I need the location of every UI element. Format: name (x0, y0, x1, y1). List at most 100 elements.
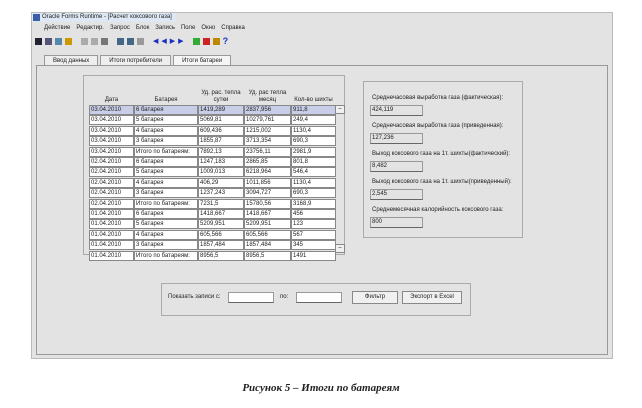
cell-heat-day[interactable]: 1855,87 (198, 136, 244, 147)
cell-date[interactable]: 01.04.2010 (89, 250, 134, 261)
query-icon[interactable] (117, 37, 124, 45)
print-preview-icon[interactable] (55, 37, 62, 45)
cell-charge[interactable]: 249,4 (291, 115, 336, 126)
tab-battery-totals[interactable]: Итоги батареи (173, 55, 232, 66)
menu-record[interactable]: Запись (155, 25, 175, 31)
cell-heat-month[interactable]: 2865,85 (244, 157, 291, 167)
cell-heat-day[interactable]: 1857,484 (198, 240, 244, 251)
cell-date[interactable]: 01.04.2010 (89, 219, 134, 230)
cell-battery[interactable]: Итого по батареям: (134, 250, 198, 261)
tab-consumer-totals[interactable]: Итоги потребители (100, 55, 172, 66)
from-date-input[interactable] (228, 292, 274, 303)
cell-heat-day[interactable]: 5209,951 (198, 219, 244, 230)
cell-heat-month[interactable]: 10279,761 (244, 115, 291, 126)
cell-charge[interactable]: 546,4 (291, 167, 336, 178)
paste-icon[interactable] (101, 37, 108, 45)
cell-charge[interactable]: 801,8 (291, 157, 336, 167)
scroll-up-button[interactable]: – (335, 105, 345, 114)
cell-date[interactable]: 01.04.2010 (89, 229, 134, 240)
cell-date[interactable]: 01.04.2010 (89, 209, 134, 219)
cell-heat-day[interactable]: 1418,667 (198, 209, 244, 219)
table-row[interactable]: 02.04.2010 4 батарея 406,29 1011,856 1130,4 (89, 177, 336, 188)
menu-field[interactable]: Поле (180, 25, 196, 31)
table-row[interactable]: 02.04.2010 6 батарея 1247,183 2865,85 801,8 (89, 157, 336, 167)
cell-heat-day[interactable]: 1419,289 (198, 105, 244, 115)
scroll-down-button[interactable]: – (335, 244, 345, 253)
exit-icon[interactable] (65, 37, 72, 45)
save-icon[interactable] (35, 37, 42, 45)
table-row[interactable]: 03.04.2010 3 батарея 1855,87 3713,354 690,3 (89, 136, 336, 147)
execute-query-icon[interactable] (127, 37, 134, 45)
table-row[interactable]: 02.04.2010 5 батарея 1009,013 6218,964 546,4 (89, 167, 336, 178)
table-row[interactable]: 02.04.2010 Итого по батареям: 7231,5 15780,… (89, 198, 336, 209)
next-record-icon[interactable]: ▶ (169, 38, 176, 45)
cell-date[interactable]: 02.04.2010 (89, 177, 134, 188)
cell-heat-month[interactable]: 6218,964 (244, 167, 291, 178)
previous-record-icon[interactable]: ◀ (161, 38, 167, 45)
menu-block[interactable]: Блок (135, 25, 150, 31)
cell-charge[interactable]: 690,3 (291, 188, 336, 199)
cell-heat-day[interactable]: 7231,5 (198, 198, 244, 209)
cell-date[interactable]: 03.04.2010 (89, 146, 134, 157)
cell-heat-day[interactable]: 1237,243 (198, 188, 244, 199)
tab-data-entry[interactable]: Ввод данных (44, 55, 99, 66)
table-row[interactable]: 01.04.2010 5 батарея 5209,951 5209,951 123 (89, 219, 336, 230)
cell-heat-day[interactable]: 5069,81 (198, 115, 244, 126)
menu-edit[interactable]: Редактир. (76, 25, 104, 31)
cell-heat-month[interactable]: 3713,354 (244, 136, 291, 147)
cell-battery[interactable]: 6 батарея (134, 157, 198, 167)
cancel-query-icon[interactable] (137, 37, 144, 45)
cell-heat-day[interactable]: 1009,013 (198, 167, 244, 178)
cell-heat-month[interactable]: 1418,667 (244, 209, 291, 219)
table-row[interactable]: 03.04.2010 4 батарея 609,436 1215,002 1130,4 (89, 125, 336, 136)
cell-charge[interactable]: 1130,4 (291, 177, 336, 188)
cell-battery[interactable]: 5 батарея (134, 115, 198, 126)
cell-heat-month[interactable]: 1215,002 (244, 125, 291, 136)
cell-heat-month[interactable]: 605,566 (244, 229, 291, 240)
cell-heat-day[interactable]: 406,29 (198, 177, 244, 188)
cut-icon[interactable] (81, 37, 88, 45)
table-row[interactable]: 03.04.2010 Итого по батареям: 7892,13 23756… (89, 146, 336, 157)
summary-value-field[interactable]: 424,119 (370, 105, 423, 116)
cell-heat-month[interactable]: 3094,727 (244, 188, 291, 199)
cell-charge[interactable]: 123 (291, 219, 336, 230)
cell-date[interactable]: 03.04.2010 (89, 115, 134, 126)
cell-charge[interactable]: 690,3 (291, 136, 336, 147)
cell-charge[interactable]: 456 (291, 209, 336, 219)
filter-button[interactable]: Фильтр (352, 291, 398, 304)
cell-battery[interactable]: 3 батарея (134, 240, 198, 251)
cell-battery[interactable]: 6 батарея (134, 209, 198, 219)
last-record-icon[interactable]: ▶ (178, 38, 184, 45)
first-record-icon[interactable]: ◀ (153, 38, 159, 45)
cell-date[interactable]: 01.04.2010 (89, 240, 134, 251)
table-row[interactable]: 03.04.2010 6 батарея 1419,289 2837,956 911,8 (89, 105, 336, 115)
print-icon[interactable] (45, 37, 52, 45)
menu-window[interactable]: Окно (201, 25, 216, 31)
cell-heat-month[interactable]: 1011,856 (244, 177, 291, 188)
export-excel-button[interactable]: Экспорт в Excel (402, 291, 462, 304)
summary-value-field[interactable]: 800 (370, 217, 423, 228)
cell-battery[interactable]: 4 батарея (134, 177, 198, 188)
lock-record-icon[interactable] (212, 37, 220, 45)
cell-charge[interactable]: 1491 (291, 250, 336, 261)
cell-charge[interactable]: 345 (291, 240, 336, 251)
menu-query[interactable]: Запрос (109, 25, 130, 31)
cell-date[interactable]: 02.04.2010 (89, 167, 134, 178)
table-row[interactable]: 01.04.2010 3 батарея 1857,484 1857,484 345 (89, 240, 336, 251)
cell-date[interactable]: 03.04.2010 (89, 105, 134, 115)
menu-action[interactable]: Действие (44, 25, 71, 31)
table-row[interactable]: 03.04.2010 5 батарея 5069,81 10279,761 249,4 (89, 115, 336, 126)
help-icon[interactable]: ? (222, 36, 229, 46)
cell-heat-month[interactable]: 1857,484 (244, 240, 291, 251)
cell-charge[interactable]: 567 (291, 229, 336, 240)
cell-date[interactable]: 02.04.2010 (89, 157, 134, 167)
cell-heat-month[interactable]: 15780,56 (244, 198, 291, 209)
cell-battery[interactable]: 6 батарея (134, 105, 198, 115)
table-row[interactable]: 01.04.2010 6 батарея 1418,667 1418,667 456 (89, 209, 336, 219)
copy-icon[interactable] (91, 37, 98, 45)
cell-battery[interactable]: 4 батарея (134, 125, 198, 136)
table-row[interactable]: 02.04.2010 3 батарея 1237,243 3094,727 690,3 (89, 188, 336, 199)
cell-heat-month[interactable]: 2837,956 (244, 105, 291, 115)
cell-date[interactable]: 03.04.2010 (89, 136, 134, 147)
cell-battery[interactable]: 3 батарея (134, 188, 198, 199)
